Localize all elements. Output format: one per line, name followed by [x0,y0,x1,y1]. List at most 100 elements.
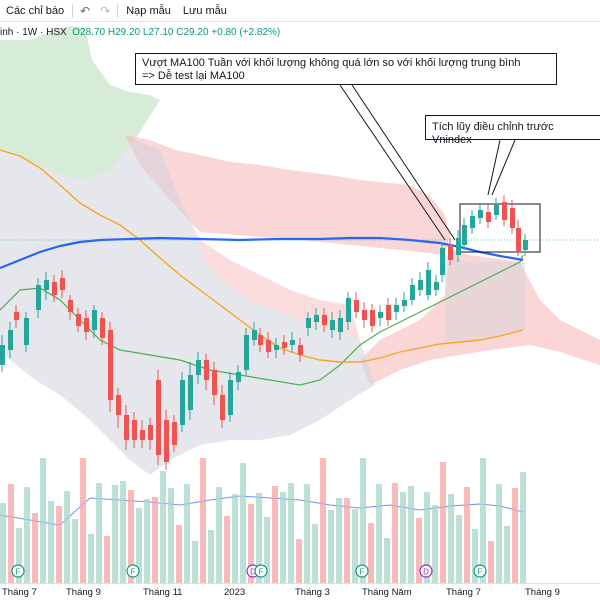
candle-body [274,345,279,350]
event-marker-icon[interactable] [126,564,140,578]
volume-bar [352,509,358,583]
candle-body [84,318,89,332]
volume-bar [112,485,118,583]
legend-interval: 1W [22,27,38,38]
candle-body [188,375,193,410]
event-marker-icon[interactable] [355,564,369,578]
candle-body [330,320,335,330]
candles [0,195,528,470]
candle-body [338,318,343,332]
volume-bar [216,487,222,583]
candle-body [478,210,483,218]
event-marker-icon[interactable] [11,564,25,578]
candle-body [132,420,137,440]
indicators-button[interactable]: Các chỉ báo [0,0,70,22]
volume-bar [504,526,510,583]
volume-bar [32,513,38,583]
volume-bar [272,486,278,583]
volume-bar [296,539,302,583]
cloud-gray-right [445,255,525,342]
annotation-callout-ma100[interactable]: Vượt MA100 Tuần với khối lượng không quá… [135,53,557,85]
candle-body [180,380,185,425]
event-marker-letter: F [16,568,21,577]
volume-bar [312,524,318,583]
volume-bar [176,525,182,583]
consolidation-box[interactable] [459,203,541,253]
annotation-callout-accumulation[interactable]: Tích lũy điều chỉnh trước Vnindex [425,115,600,146]
candle-body [36,285,41,310]
toolbar-divider [72,3,74,18]
cloud-red-mid [200,240,360,340]
volume-bar [440,462,446,583]
volume-bar [96,483,102,583]
legend-high: H29.20 [107,27,141,38]
candle-body [510,208,515,228]
candle-body [116,395,121,415]
candle-body [228,380,233,415]
volume-bar [416,518,422,583]
volume-bar [224,516,230,583]
candle-body [346,298,351,322]
event-marker-icon[interactable] [419,564,433,578]
volume-bar [408,486,414,583]
candle-body [60,278,65,290]
save-template-button[interactable]: Lưu mẫu [177,0,233,22]
annotation-text-line1: Vượt MA100 Tuần với khối lượng không quá… [142,57,521,69]
volume-bar [480,458,486,583]
volume-bar [208,530,214,583]
cloud-green [0,26,160,180]
volume-bar [200,458,206,583]
candle-body [386,305,391,320]
volume-bar [64,491,70,583]
candle-body [124,415,129,440]
candle-body [470,216,475,228]
redo-icon[interactable]: ↷ [100,3,111,18]
candle-body [140,430,145,440]
event-marker-letter: F [259,568,264,577]
volume-bar [456,515,462,583]
candle-body [220,395,225,420]
candle-body [290,340,295,345]
volume-bar [368,523,374,583]
callout1-pointer-b [351,84,456,241]
volume-bar [152,497,158,583]
event-marker-letter: F [131,568,136,577]
volume-bar [448,494,454,583]
time-axis[interactable]: Tháng 7 Tháng 9 Tháng 11 2023 Tháng 3 Th… [0,583,600,601]
volume-bar [464,487,470,583]
candle-body [440,248,445,275]
candle-body [76,314,81,326]
volume-bar [56,506,62,583]
undo-icon[interactable]: ↶ [80,3,91,18]
save-template-label: Lưu mẫu [182,4,227,17]
volume-bar [256,493,262,583]
volume-bar [264,517,270,583]
cloud-red-upper [125,135,450,255]
x-tick-label: Tháng 7 [2,587,37,598]
event-marker-icon[interactable] [473,564,487,578]
candle-body [502,202,507,220]
candle-body [322,315,327,325]
event-marker-icon[interactable] [254,564,268,578]
indicators-label: Các chỉ báo [6,4,65,17]
volume-bars [0,458,526,583]
candle-body [236,372,241,382]
candle-body [394,305,399,312]
volume-bar [248,504,254,583]
candle-body [266,340,271,352]
top-toolbar: Các chỉ báo ↶ ↷ Nạp mẫu Lưu mẫu [0,0,600,22]
symbol-legend: inh · 1W · HSX O28.70 H29.20 L27.10 C29.… [0,27,281,38]
load-template-button[interactable]: Nạp mẫu [120,0,177,22]
candle-body [204,360,209,380]
event-marker-letter: F [478,568,483,577]
volume-bar [16,528,22,583]
candle-body [486,212,491,222]
candle-body [196,360,201,375]
candle-body [44,280,49,290]
volume-bar [120,481,126,583]
volume-bar [160,471,166,583]
cloud-red-right [360,250,600,385]
volume-bar [192,541,198,583]
